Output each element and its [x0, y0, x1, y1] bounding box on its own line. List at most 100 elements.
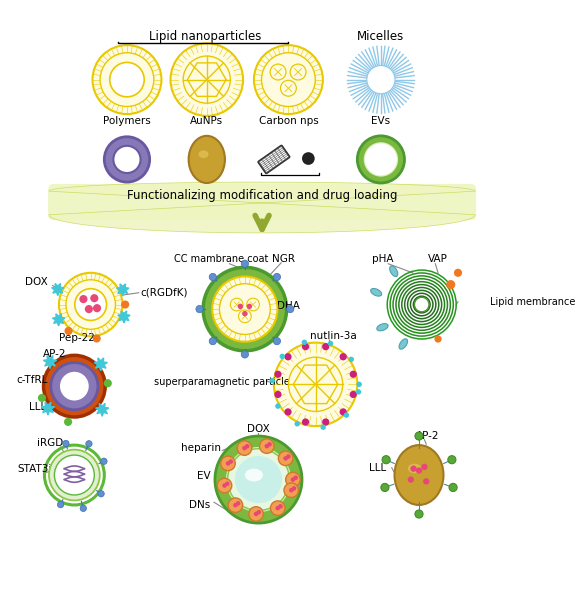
Circle shape: [276, 506, 280, 511]
Text: CC mambrane coat: CC mambrane coat: [174, 254, 269, 264]
Circle shape: [86, 440, 92, 447]
Polygon shape: [118, 311, 130, 323]
Text: DNs: DNs: [189, 500, 210, 510]
Circle shape: [292, 486, 296, 491]
Ellipse shape: [372, 152, 381, 158]
Circle shape: [225, 481, 229, 486]
Circle shape: [254, 45, 323, 114]
Circle shape: [80, 505, 86, 511]
Circle shape: [57, 502, 64, 508]
Circle shape: [215, 436, 302, 523]
Text: DOX: DOX: [25, 277, 47, 287]
Circle shape: [49, 449, 100, 500]
Circle shape: [408, 476, 414, 483]
Circle shape: [63, 440, 69, 446]
Text: DOX: DOX: [247, 424, 270, 434]
Circle shape: [285, 472, 300, 487]
Circle shape: [229, 460, 233, 464]
Circle shape: [294, 475, 298, 480]
Circle shape: [448, 455, 456, 464]
Circle shape: [209, 274, 217, 281]
Circle shape: [347, 46, 415, 113]
Polygon shape: [53, 314, 65, 326]
Polygon shape: [94, 358, 107, 371]
Circle shape: [236, 501, 240, 506]
FancyBboxPatch shape: [258, 145, 290, 173]
Circle shape: [446, 280, 455, 289]
Circle shape: [254, 512, 258, 516]
Ellipse shape: [377, 323, 388, 331]
Text: Carbon nps: Carbon nps: [258, 116, 318, 127]
Ellipse shape: [199, 151, 208, 158]
Circle shape: [85, 305, 93, 313]
Circle shape: [242, 446, 247, 451]
Circle shape: [364, 142, 398, 176]
Circle shape: [289, 488, 294, 493]
Circle shape: [90, 294, 98, 302]
Circle shape: [241, 260, 248, 268]
Circle shape: [113, 146, 141, 173]
Circle shape: [286, 454, 291, 459]
Circle shape: [382, 455, 390, 464]
Text: AP-2: AP-2: [43, 349, 66, 359]
PathPatch shape: [49, 182, 475, 233]
Circle shape: [262, 53, 316, 107]
Text: STAT3i: STAT3i: [17, 464, 52, 473]
Circle shape: [241, 351, 248, 358]
Circle shape: [356, 389, 361, 395]
Circle shape: [219, 284, 270, 334]
Circle shape: [64, 327, 72, 335]
Circle shape: [212, 277, 277, 342]
Circle shape: [290, 64, 306, 80]
Circle shape: [228, 498, 243, 512]
Circle shape: [242, 311, 248, 316]
Circle shape: [381, 484, 389, 491]
Circle shape: [280, 80, 296, 96]
Circle shape: [287, 305, 294, 313]
Text: Micelles: Micelles: [357, 29, 405, 43]
Circle shape: [101, 458, 107, 464]
Circle shape: [434, 335, 442, 343]
Circle shape: [226, 461, 230, 466]
Circle shape: [278, 451, 293, 466]
Circle shape: [209, 338, 217, 345]
Circle shape: [121, 301, 129, 308]
Circle shape: [454, 269, 462, 277]
Circle shape: [170, 43, 243, 116]
Circle shape: [66, 280, 115, 329]
Circle shape: [302, 343, 309, 350]
Text: Functionalizing modification and drug loading: Functionalizing modification and drug lo…: [127, 189, 397, 202]
Circle shape: [267, 442, 272, 446]
Polygon shape: [43, 356, 57, 368]
Text: Lipid membrance: Lipid membrance: [490, 297, 575, 307]
Ellipse shape: [245, 469, 263, 481]
Circle shape: [284, 408, 292, 416]
Circle shape: [93, 45, 162, 114]
Text: VAP: VAP: [428, 254, 448, 264]
Circle shape: [104, 137, 149, 182]
Ellipse shape: [390, 266, 398, 277]
Text: LLL: LLL: [369, 463, 386, 473]
Circle shape: [230, 298, 243, 311]
Circle shape: [196, 305, 203, 313]
Circle shape: [222, 483, 227, 488]
Circle shape: [100, 53, 154, 107]
Circle shape: [302, 418, 309, 425]
Circle shape: [411, 466, 417, 472]
Circle shape: [284, 353, 292, 361]
Circle shape: [283, 456, 288, 461]
Circle shape: [203, 268, 287, 351]
Circle shape: [98, 491, 104, 497]
Text: AP-2: AP-2: [416, 431, 440, 441]
Circle shape: [275, 403, 281, 409]
Polygon shape: [41, 402, 54, 415]
Circle shape: [265, 444, 269, 448]
Circle shape: [239, 310, 251, 323]
Circle shape: [357, 136, 405, 183]
Circle shape: [302, 340, 307, 345]
Polygon shape: [116, 284, 129, 296]
Circle shape: [415, 297, 429, 312]
Ellipse shape: [189, 136, 225, 183]
Circle shape: [349, 356, 354, 362]
FancyBboxPatch shape: [48, 184, 476, 220]
